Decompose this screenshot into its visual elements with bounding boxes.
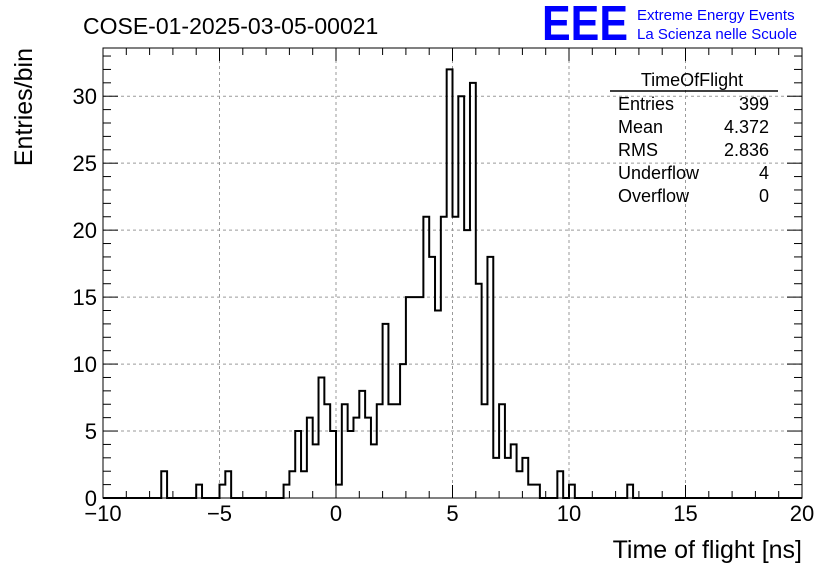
y-axis-title: Entries/bin xyxy=(10,48,38,166)
axis-ticks xyxy=(102,48,803,499)
x-tick-labels: −10 −5 0 5 10 15 20 xyxy=(84,501,814,526)
stats-value: 399 xyxy=(739,94,769,114)
eee-logo-line2: La Scienza nelle Scuole xyxy=(637,26,797,43)
y-tick-label: 15 xyxy=(73,285,97,310)
stats-row: Entries 399 xyxy=(618,94,769,114)
x-tick-label: −10 xyxy=(84,501,121,526)
plot-frame xyxy=(102,47,803,499)
y-tick-label: 10 xyxy=(73,352,97,377)
y-tick-label: 20 xyxy=(73,218,97,243)
y-tick-label: 25 xyxy=(73,151,97,176)
grid-lines xyxy=(103,48,802,498)
x-tick-label: 10 xyxy=(557,501,581,526)
x-tick-label: 5 xyxy=(446,501,458,526)
stats-row: Underflow 4 xyxy=(618,163,769,183)
stats-label: Overflow xyxy=(618,186,690,206)
eee-logo-line1: Extreme Energy Events xyxy=(637,7,795,24)
eee-logo-mark: EEE xyxy=(542,0,628,51)
stats-label: Underflow xyxy=(618,163,700,183)
y-tick-label: 5 xyxy=(85,419,97,444)
x-tick-label: 20 xyxy=(790,501,814,526)
stats-value: 2.836 xyxy=(724,140,769,160)
x-tick-label: 0 xyxy=(330,501,342,526)
y-tick-label: 30 xyxy=(73,84,97,109)
stats-box: TimeOfFlight Entries 399 Mean 4.372 RMS … xyxy=(610,70,778,206)
stats-box-title: TimeOfFlight xyxy=(641,70,743,90)
eee-logo: EEE Extreme Energy Events La Scienza nel… xyxy=(542,0,797,51)
histogram-outline xyxy=(103,68,802,499)
x-tick-label: 15 xyxy=(673,501,697,526)
stats-label: Entries xyxy=(618,94,674,114)
stats-row: RMS 2.836 xyxy=(618,140,769,160)
chart-title: COSE-01-2025-03-05-00021 xyxy=(83,13,378,39)
x-axis-title: Time of flight [ns] xyxy=(613,536,802,564)
stats-value: 4.372 xyxy=(724,117,769,137)
stats-label: Mean xyxy=(618,117,663,137)
x-tick-label: −5 xyxy=(207,501,232,526)
stats-value: 0 xyxy=(759,186,769,206)
stats-label: RMS xyxy=(618,140,658,160)
stats-value: 4 xyxy=(759,163,769,183)
y-tick-label: 0 xyxy=(85,486,97,511)
stats-row: Mean 4.372 xyxy=(618,117,769,137)
stats-row: Overflow 0 xyxy=(618,186,769,206)
y-tick-labels: 0 5 10 15 20 25 30 xyxy=(73,84,97,511)
